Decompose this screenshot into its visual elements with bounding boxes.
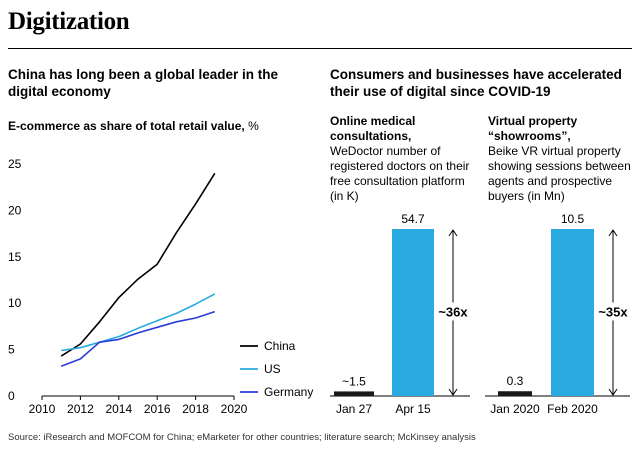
y-tick-label: 20 bbox=[8, 203, 22, 217]
legend-label-germany: Germany bbox=[264, 385, 313, 399]
panel-medical-desc: WeDoctor number of registered doctors on… bbox=[330, 144, 470, 203]
property-annotation-bg bbox=[597, 302, 629, 321]
line-chart-title-text: E-commerce as share of total retail valu… bbox=[8, 119, 245, 133]
medical-annotation-bg bbox=[437, 302, 469, 321]
right-subtitle: Consumers and businesses have accelerate… bbox=[330, 67, 622, 99]
panel-medical-text: Online medical consultations, WeDoctor n… bbox=[330, 114, 480, 204]
medical-arrowhead-top bbox=[448, 229, 458, 237]
left-subtitle: China has long been a global leader in t… bbox=[8, 67, 279, 99]
medical-category-label: Apr 15 bbox=[395, 402, 431, 416]
property-bar-2 bbox=[551, 229, 594, 396]
medical-value-label: 54.7 bbox=[401, 212, 425, 226]
panel-property-desc: Beike VR virtual property showing sessio… bbox=[488, 144, 631, 203]
series-line-china bbox=[60, 172, 216, 357]
y-tick-label: 5 bbox=[8, 343, 15, 357]
property-arrowhead-top bbox=[608, 229, 618, 237]
line-chart-unit: % bbox=[248, 119, 259, 133]
page-title: Digitization bbox=[8, 8, 130, 35]
property-value-label: 0.3 bbox=[507, 374, 524, 388]
panel-medical-heading: Online medical consultations, bbox=[330, 114, 416, 143]
property-value-label: 10.5 bbox=[561, 212, 585, 226]
panel-property-heading: Virtual property “showrooms”, bbox=[488, 114, 578, 143]
line-chart-title: E-commerce as share of total retail valu… bbox=[8, 119, 318, 134]
property-category-label: Feb 2020 bbox=[547, 402, 598, 416]
property-bar-1 bbox=[498, 391, 532, 396]
medical-arrowhead-bottom bbox=[448, 388, 458, 396]
y-tick-label: 25 bbox=[8, 157, 22, 171]
x-tick-label: 2016 bbox=[144, 402, 171, 416]
x-tick-label: 2018 bbox=[182, 402, 209, 416]
y-tick-label: 10 bbox=[8, 296, 22, 310]
legend-label-us: US bbox=[264, 362, 281, 376]
x-tick-label: 2010 bbox=[29, 402, 56, 416]
x-tick-label: 2012 bbox=[67, 402, 94, 416]
medical-category-label: Jan 27 bbox=[336, 402, 372, 416]
medical-bar-1 bbox=[334, 391, 374, 396]
medical-annotation: ~36x bbox=[438, 305, 468, 320]
property-arrowhead-bottom bbox=[608, 388, 618, 396]
medical-value-label: ~1.5 bbox=[342, 374, 366, 388]
legend-label-china: China bbox=[264, 339, 296, 353]
series-line-germany bbox=[60, 310, 216, 368]
y-tick-label: 15 bbox=[8, 250, 22, 264]
title-divider bbox=[8, 48, 632, 49]
x-tick-label: 2020 bbox=[221, 402, 248, 416]
y-tick-label: 0 bbox=[8, 389, 15, 403]
medical-bar-2 bbox=[392, 229, 434, 396]
property-annotation: ~35x bbox=[598, 305, 628, 320]
source-note: Source: iResearch and MOFCOM for China; … bbox=[8, 432, 476, 443]
property-category-label: Jan 2020 bbox=[490, 402, 540, 416]
series-line-us bbox=[61, 293, 216, 352]
x-tick-label: 2014 bbox=[105, 402, 132, 416]
panel-property-text: Virtual property “showrooms”, Beike VR v… bbox=[488, 114, 636, 204]
